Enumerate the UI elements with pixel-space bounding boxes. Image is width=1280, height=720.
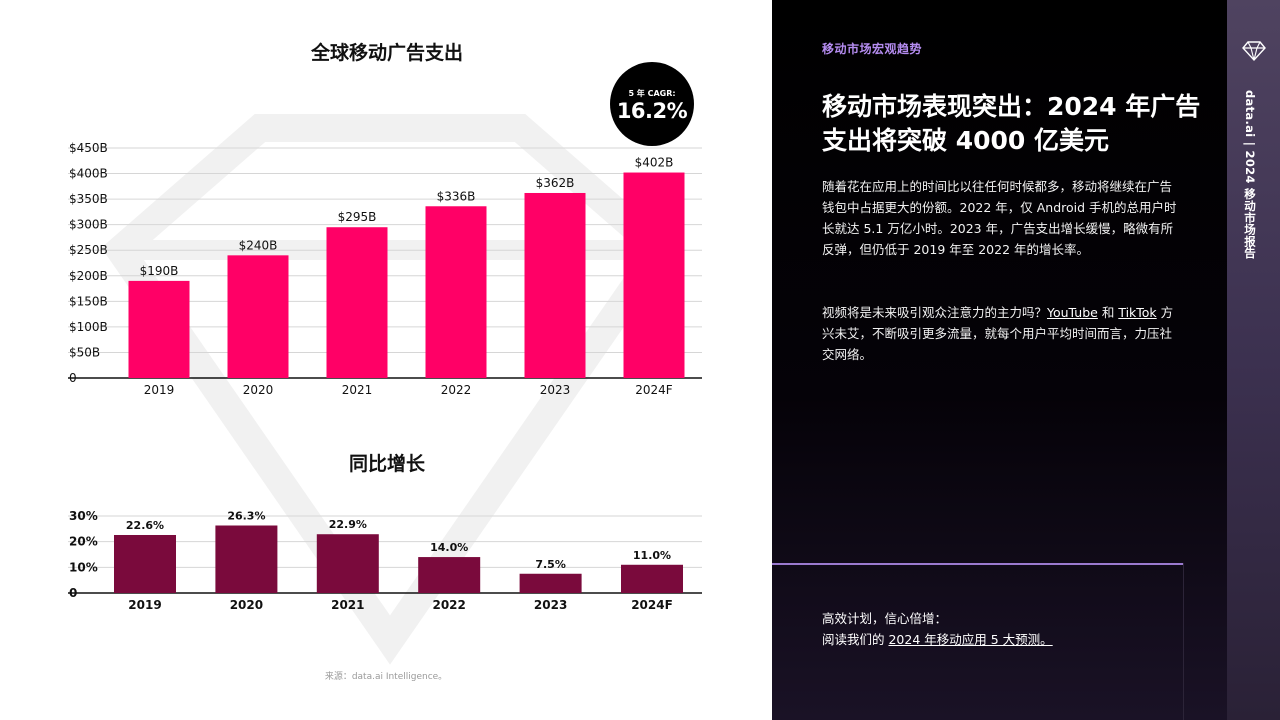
y-tick-label: $150B <box>69 294 108 308</box>
section-divider <box>772 563 1183 565</box>
y-tick-label: $300B <box>69 218 108 232</box>
bar <box>623 172 685 378</box>
x-category-label: 2024F <box>631 598 673 612</box>
x-category-label: 2020 <box>243 383 274 397</box>
bar <box>519 573 582 593</box>
bar <box>227 255 289 378</box>
x-category-label: 2019 <box>144 383 175 397</box>
y-tick-label: $250B <box>69 243 108 257</box>
headline: 移动市场表现突出：2024 年广告支出将突破 4000 亿美元 <box>822 92 1201 155</box>
bar-value-label: 22.6% <box>126 519 164 532</box>
x-category-label: 2022 <box>432 598 465 612</box>
cta-block: 高效计划，信心倍增： 阅读我们的 2024 年移动应用 5 大预测。 <box>822 608 1182 650</box>
y-tick-label: $400B <box>69 167 108 181</box>
growth-chart-title: 同比增长 <box>348 453 425 475</box>
bar <box>128 280 190 378</box>
report-title-vertical: data.ai | 2024 移动市场报告 <box>1243 90 1257 259</box>
bar <box>418 557 481 593</box>
y-tick-label: $350B <box>69 192 108 206</box>
cagr-label: 5 年 CAGR: <box>628 89 676 98</box>
x-category-label: 2020 <box>230 598 263 612</box>
section-tag: 移动市场宏观趋势 <box>822 42 923 56</box>
bar-value-label: 11.0% <box>633 549 671 562</box>
chart-panel: 全球移动广告支出 5 年 CAGR: 16.2% 0 $50B $100B $150B… <box>68 42 702 682</box>
bar <box>215 525 278 593</box>
bar <box>114 534 176 593</box>
bar-value-label: $295B <box>338 210 377 224</box>
commentary-panel: 移动市场宏观趋势 移动市场表现突出：2024 年广告支出将突破 4000 亿美元… <box>772 0 1227 720</box>
y-tick-label: 10% <box>69 560 98 574</box>
diamond-icon <box>1242 41 1266 62</box>
bar-value-label: 14.0% <box>430 541 468 554</box>
x-category-label: 2023 <box>540 383 571 397</box>
para2-text-b: 和 <box>1097 305 1119 320</box>
bar-value-label: $240B <box>239 238 278 252</box>
cta-line-2: 阅读我们的 2024 年移动应用 5 大预测。 <box>822 629 1182 650</box>
body-paragraph-1: 随着花在应用上的时间比以往任何时候都多，移动将继续在广告钱包中占据更大的份额。2… <box>822 179 1177 257</box>
bar-value-label: 22.9% <box>329 518 367 531</box>
y-tick-label: 30% <box>69 509 98 523</box>
bar-value-label: $402B <box>635 156 674 170</box>
x-category-label: 2019 <box>128 598 161 612</box>
growth-bar-chart: 010%20%30%22.6%201926.3%202022.9%202114.… <box>68 509 702 612</box>
x-category-label: 2023 <box>534 598 567 612</box>
bar <box>621 564 683 593</box>
x-category-label: 2024F <box>635 383 673 397</box>
y-tick-label: $50B <box>69 345 100 359</box>
bar-value-label: $336B <box>437 189 476 203</box>
y-tick-label: $450B <box>69 141 108 155</box>
bar <box>524 192 586 378</box>
bar <box>425 206 487 378</box>
bar-value-label: 7.5% <box>535 558 566 571</box>
para2-text-c: 方兴未艾，不断吸引更多流量，就每个用户平均时间而言，力压社交网络。 <box>822 305 1174 362</box>
bar-value-label: $190B <box>140 264 179 278</box>
body-paragraph-2: 视频将是未来吸引观众注意力的主力吗？YouTube 和 TikTok 方兴未艾，… <box>822 302 1184 365</box>
side-strip: data.ai | 2024 移动市场报告 <box>1227 0 1280 720</box>
para2-text-a: 视频将是未来吸引观众注意力的主力吗？ <box>822 305 1048 320</box>
bar <box>326 227 388 378</box>
x-category-label: 2022 <box>441 383 472 397</box>
x-category-label: 2021 <box>331 598 364 612</box>
bar-value-label: 26.3% <box>227 509 265 522</box>
source-note: 来源：data.ai Intelligence。 <box>324 672 448 682</box>
bar-value-label: $362B <box>536 176 575 190</box>
section-divider-vertical <box>1183 563 1184 720</box>
cagr-value: 16.2% <box>616 99 688 123</box>
y-tick-label: $200B <box>69 269 108 283</box>
cta-line-1: 高效计划，信心倍增： <box>822 611 948 626</box>
x-category-label: 2021 <box>342 383 373 397</box>
bar <box>316 534 379 593</box>
y-tick-label: $100B <box>69 320 108 334</box>
youtube-link[interactable]: YouTube <box>1047 305 1098 320</box>
cagr-badge: 5 年 CAGR: 16.2% <box>610 62 694 146</box>
cta-prefix: 阅读我们的 <box>822 632 889 647</box>
spend-chart-title: 全球移动广告支出 <box>310 42 463 64</box>
tiktok-link[interactable]: TikTok <box>1118 305 1157 320</box>
spend-bar-chart: 0$50B$100B$150B$200B$250B$300B$350B$400B… <box>68 141 702 397</box>
y-tick-label: 20% <box>69 535 98 549</box>
predictions-link[interactable]: 2024 年移动应用 5 大预测。 <box>888 632 1053 647</box>
